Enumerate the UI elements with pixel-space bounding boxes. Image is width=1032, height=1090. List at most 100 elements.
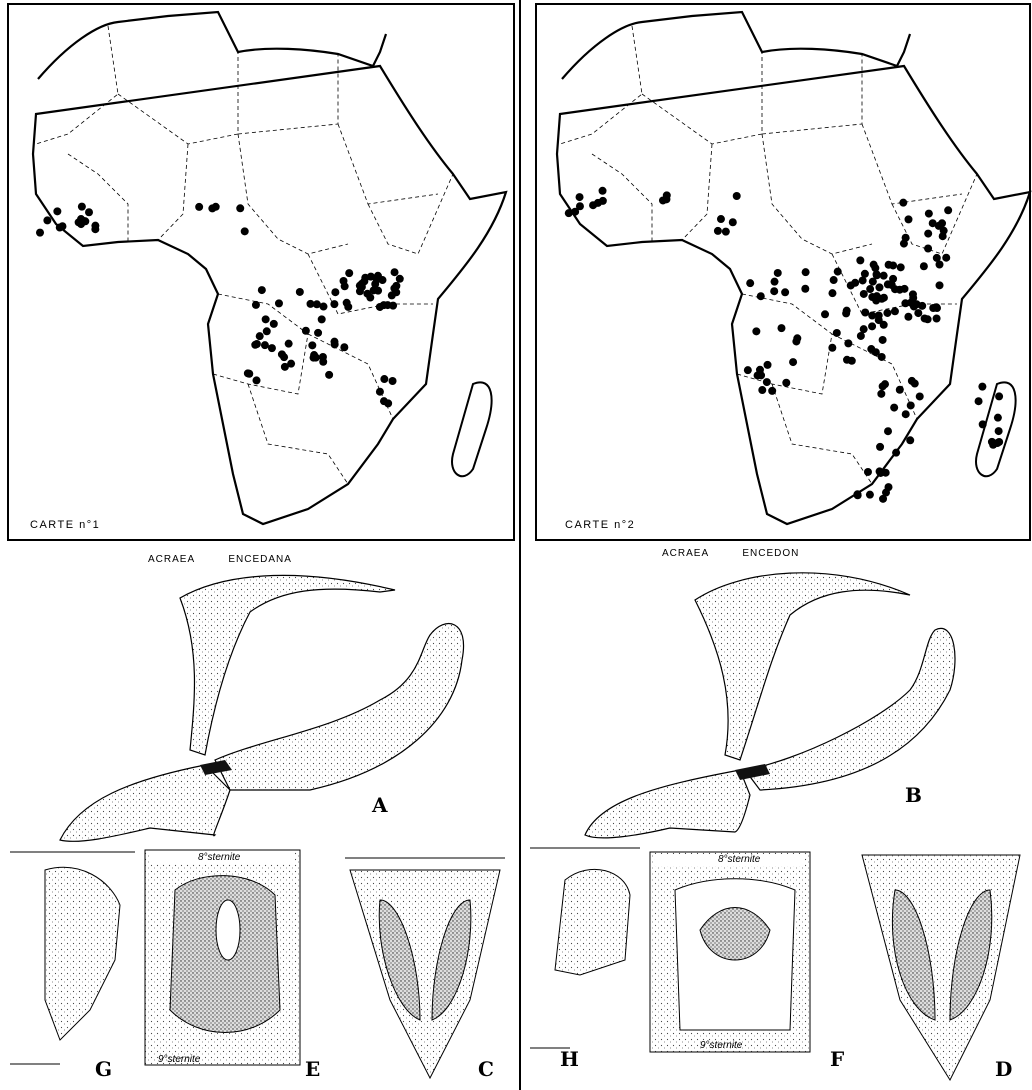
record-dot (848, 357, 856, 365)
map-panel: CARTE n°1 (8, 4, 514, 540)
record-dot (994, 414, 1002, 422)
record-dot (270, 320, 278, 328)
record-dot (844, 339, 852, 347)
record-dot (78, 203, 86, 211)
record-dot (995, 438, 1003, 446)
figure-label: C (478, 1057, 494, 1081)
record-dot (722, 228, 730, 236)
record-dot (885, 261, 893, 269)
record-dot (856, 256, 864, 264)
record-dot (376, 388, 384, 396)
record-dot (374, 272, 382, 280)
record-dot (881, 380, 889, 388)
record-dot (733, 192, 741, 200)
record-dot (253, 340, 261, 348)
africa-map (557, 12, 1030, 524)
record-dot (879, 495, 887, 503)
record-dot (860, 325, 868, 333)
record-dot (929, 304, 937, 312)
record-dot (896, 386, 904, 394)
record-dot (53, 207, 61, 215)
record-dot (792, 337, 800, 345)
record-dot (764, 361, 772, 369)
record-dot (868, 322, 876, 330)
sternite-label: 8°sternite (718, 854, 761, 865)
record-dot (802, 268, 810, 276)
record-dot (884, 427, 892, 435)
record-dot (331, 288, 339, 296)
record-dot (388, 291, 396, 299)
record-dot (258, 286, 266, 294)
record-dot (91, 222, 99, 230)
record-dot (380, 375, 388, 383)
record-dot (253, 376, 261, 384)
record-dot (880, 294, 888, 302)
record-dot (975, 397, 983, 405)
record-dot (864, 468, 872, 476)
record-dot (85, 208, 93, 216)
record-dot (891, 285, 899, 293)
record-dot (907, 299, 915, 307)
record-dot (860, 290, 868, 298)
record-dot (262, 315, 270, 323)
record-dot (892, 449, 900, 457)
figure-label: H (560, 1047, 579, 1071)
record-dot (833, 329, 841, 337)
detail-drawing (216, 900, 240, 960)
detail-drawing (862, 855, 1020, 1080)
record-dot (902, 410, 910, 418)
record-dot (995, 392, 1003, 400)
record-dot (717, 215, 725, 223)
record-dot (876, 443, 884, 451)
figure-label: G (95, 1057, 112, 1081)
record-dot (920, 262, 928, 270)
record-dot (384, 399, 392, 407)
record-dot (391, 268, 399, 276)
record-dot (714, 227, 722, 235)
record-dot (908, 377, 916, 385)
record-dot (313, 300, 321, 308)
record-dot (75, 218, 83, 226)
record-dot (883, 309, 891, 317)
record-dot (944, 206, 952, 214)
record-dot (907, 401, 915, 409)
record-dot (356, 282, 364, 290)
record-dot (925, 210, 933, 218)
record-dot (392, 282, 400, 290)
record-dot (978, 383, 986, 391)
record-dot (914, 309, 922, 317)
record-dot (916, 392, 924, 400)
record-dot (768, 387, 776, 395)
record-dot (782, 379, 790, 387)
record-dot (857, 332, 865, 340)
record-dot (877, 390, 885, 398)
species-name: ACRAEA ENCEDANA (148, 554, 292, 565)
record-dot (319, 358, 327, 366)
record-dot (263, 327, 271, 335)
record-dot (924, 244, 932, 252)
records (565, 187, 1003, 503)
record-dot (979, 420, 987, 428)
record-dot (302, 327, 310, 335)
record-dot (744, 366, 752, 374)
record-dot (847, 281, 855, 289)
record-dot (936, 281, 944, 289)
record-dot (875, 283, 883, 291)
sternite-label: 9°sternite (700, 1040, 743, 1051)
plate: CARTE n°1 CARTE n°2 ACRAEA ENCEDANA A G … (0, 0, 1032, 1090)
record-dot (314, 329, 322, 337)
page: Acraea plate {"maps": [{"label": "CARTE … (0, 0, 1032, 1090)
record-dot (376, 303, 384, 311)
record-dot (252, 301, 260, 309)
record-dot (278, 350, 286, 358)
record-dot (906, 436, 914, 444)
record-dot (924, 315, 932, 323)
record-dot (995, 427, 1003, 435)
figure-label: B (905, 783, 922, 807)
record-dot (890, 404, 898, 412)
species-name: ACRAEA ENCEDON (662, 548, 799, 559)
detail-drawing (350, 870, 500, 1078)
figure-label: E (305, 1057, 320, 1081)
record-dot (576, 193, 584, 201)
record-dot (801, 285, 809, 293)
